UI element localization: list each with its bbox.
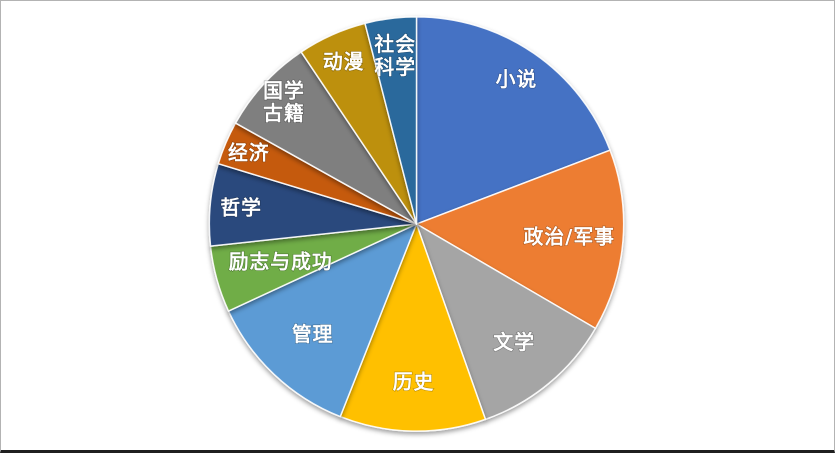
pie-label-social-science: 社会科学 [373,33,416,79]
pie-label-history: 历史 [393,370,435,393]
pie-label-chinese-classics: 国学古籍 [263,79,305,125]
pie-label-inspiration-success: 励志与成功 [229,251,333,274]
pie-slice-social-science[interactable] [364,16,418,225]
pie-label-novel: 小说 [496,68,538,91]
pie-label-politics-military: 政治/军事 [524,225,615,248]
pie-label-literature: 文学 [493,331,535,354]
pie-label-philosophy: 哲学 [220,196,262,219]
pie-slices-group [208,16,625,432]
pie-slice-politics-military[interactable] [415,149,625,330]
pie-label-economics: 经济 [228,142,270,165]
pie-slice-literature[interactable] [415,223,597,421]
pie-label-management: 管理 [292,323,334,346]
pie-slice-management[interactable] [227,223,418,418]
pie-slice-chinese-classics[interactable] [234,51,418,225]
pie-slice-history[interactable] [339,223,487,432]
pie-slice-novel[interactable] [415,16,611,225]
pie-label-animation: 动漫 [323,50,365,73]
